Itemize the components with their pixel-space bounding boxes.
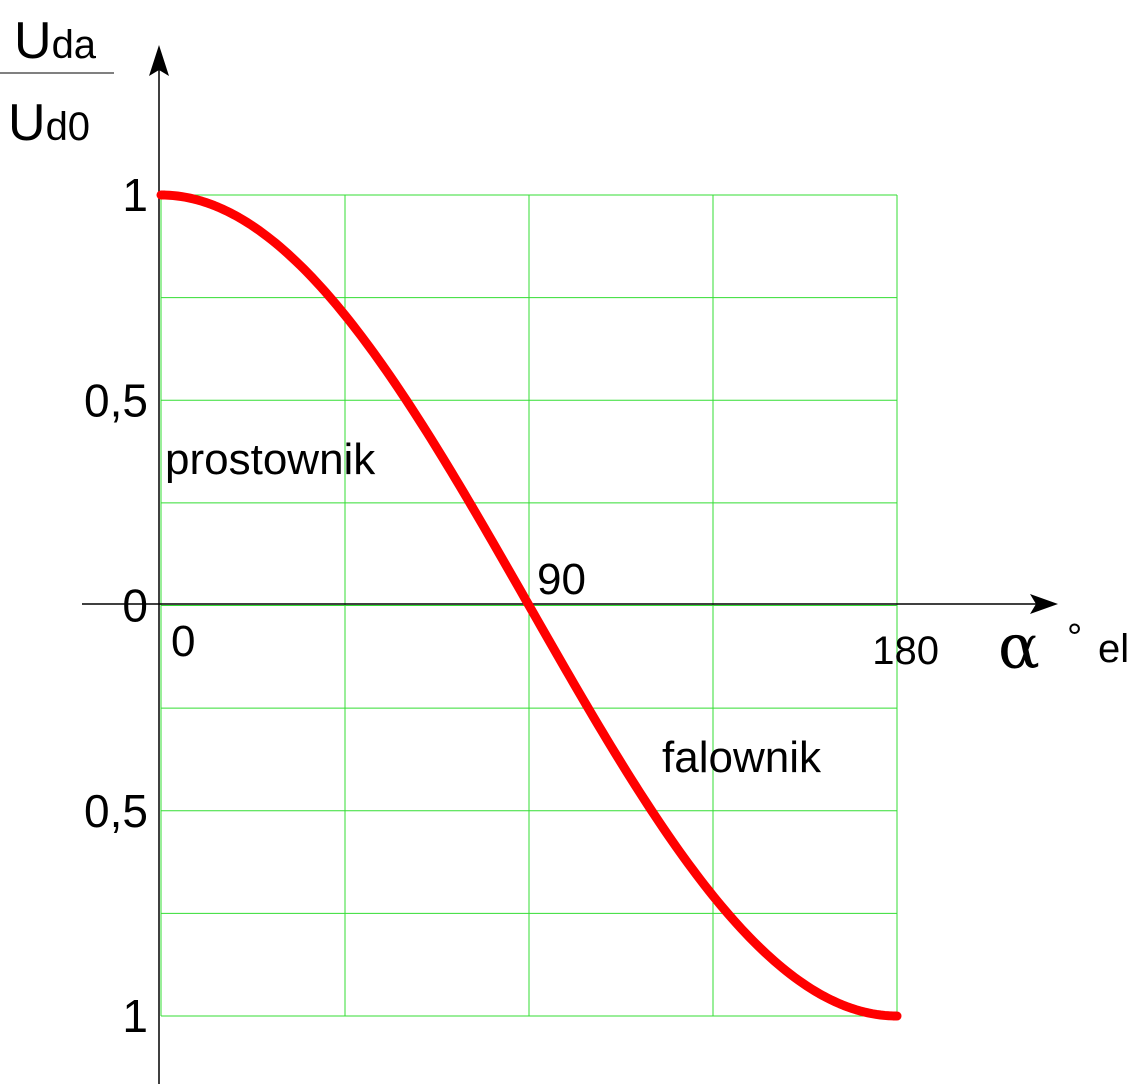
annotation-prostownik: prostownik	[165, 435, 376, 484]
y-tick-labels: 1 0,5 0 0,5 1	[84, 169, 148, 1042]
axes	[82, 45, 1058, 1084]
x-tick-label: 90	[537, 555, 586, 604]
x-label-alpha: α	[998, 610, 1040, 683]
x-label-degree: °	[1067, 617, 1082, 659]
x-tick-labels: 0 90 180	[171, 555, 939, 673]
series-points	[160, 194, 898, 1017]
y-tick-label: 1	[122, 169, 148, 221]
x-axis-label: α ° el	[998, 610, 1129, 683]
y-tick-label: 0,5	[84, 785, 148, 837]
y-axis-arrow	[149, 45, 169, 76]
y-tick-label: 0,5	[84, 374, 148, 426]
x-label-unit: el	[1098, 627, 1129, 671]
x-tick-label: 180	[872, 629, 939, 673]
y-tick-label: 1	[122, 990, 148, 1042]
annotation-falownik: falownik	[662, 733, 822, 782]
x-axis-arrow	[1030, 594, 1058, 614]
y-axis-label: Uda Ud0	[0, 12, 114, 152]
y-label-numerator: Uda	[14, 12, 97, 70]
y-tick-label: 0	[122, 580, 148, 632]
y-label-denominator: Ud0	[8, 94, 90, 152]
grid	[160, 194, 898, 1017]
x-tick-label: 0	[171, 617, 195, 666]
